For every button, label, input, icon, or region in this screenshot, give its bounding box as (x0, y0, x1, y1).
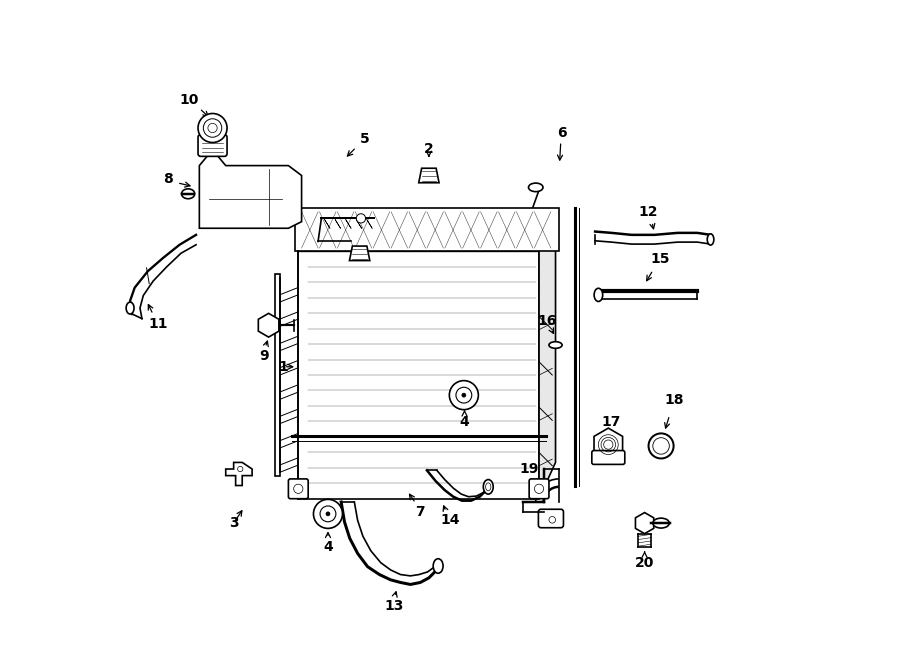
FancyBboxPatch shape (198, 135, 227, 157)
Text: 1: 1 (279, 360, 289, 373)
Ellipse shape (549, 342, 562, 348)
Circle shape (320, 506, 336, 522)
Polygon shape (298, 215, 555, 251)
Polygon shape (349, 246, 370, 260)
Text: 17: 17 (602, 414, 621, 428)
Text: 6: 6 (557, 126, 567, 139)
FancyBboxPatch shape (529, 479, 549, 498)
FancyBboxPatch shape (288, 479, 308, 498)
Text: 20: 20 (634, 556, 654, 570)
Bar (295, 208, 559, 251)
Text: 5: 5 (359, 132, 369, 146)
Circle shape (356, 214, 365, 223)
Text: 11: 11 (148, 317, 167, 331)
Text: 10: 10 (180, 93, 199, 106)
Text: 2: 2 (424, 142, 434, 156)
Ellipse shape (483, 480, 493, 494)
Text: 13: 13 (384, 600, 403, 613)
Text: 19: 19 (519, 462, 539, 476)
Circle shape (462, 393, 466, 397)
Ellipse shape (649, 434, 673, 459)
Circle shape (535, 485, 544, 493)
Circle shape (198, 114, 227, 143)
Ellipse shape (528, 183, 543, 192)
Circle shape (293, 485, 303, 493)
Bar (274, 274, 280, 476)
Circle shape (326, 512, 330, 516)
Text: 15: 15 (650, 253, 670, 266)
Text: 14: 14 (440, 514, 460, 527)
Ellipse shape (594, 288, 603, 301)
Text: 12: 12 (638, 205, 658, 219)
Circle shape (238, 467, 243, 472)
FancyBboxPatch shape (592, 451, 625, 465)
Ellipse shape (433, 559, 443, 573)
Text: 4: 4 (323, 540, 333, 554)
Text: 7: 7 (416, 505, 425, 519)
Circle shape (449, 381, 479, 410)
Polygon shape (539, 215, 555, 498)
Text: 16: 16 (538, 313, 557, 328)
Ellipse shape (652, 518, 670, 528)
Circle shape (208, 124, 217, 133)
Ellipse shape (126, 302, 134, 314)
Polygon shape (418, 169, 439, 182)
Circle shape (203, 119, 221, 137)
Text: 8: 8 (163, 172, 173, 186)
Circle shape (313, 499, 343, 528)
Ellipse shape (652, 438, 670, 454)
Circle shape (456, 387, 472, 403)
Text: 4: 4 (460, 414, 470, 428)
Ellipse shape (707, 234, 714, 245)
Text: 2: 2 (349, 221, 359, 235)
Circle shape (549, 516, 555, 523)
Text: 18: 18 (664, 393, 684, 407)
Text: 3: 3 (229, 516, 238, 530)
Polygon shape (199, 154, 302, 228)
Ellipse shape (486, 483, 491, 490)
FancyBboxPatch shape (538, 509, 563, 527)
Text: 9: 9 (259, 348, 269, 363)
Polygon shape (298, 251, 539, 498)
Ellipse shape (182, 189, 194, 199)
Polygon shape (226, 463, 252, 486)
